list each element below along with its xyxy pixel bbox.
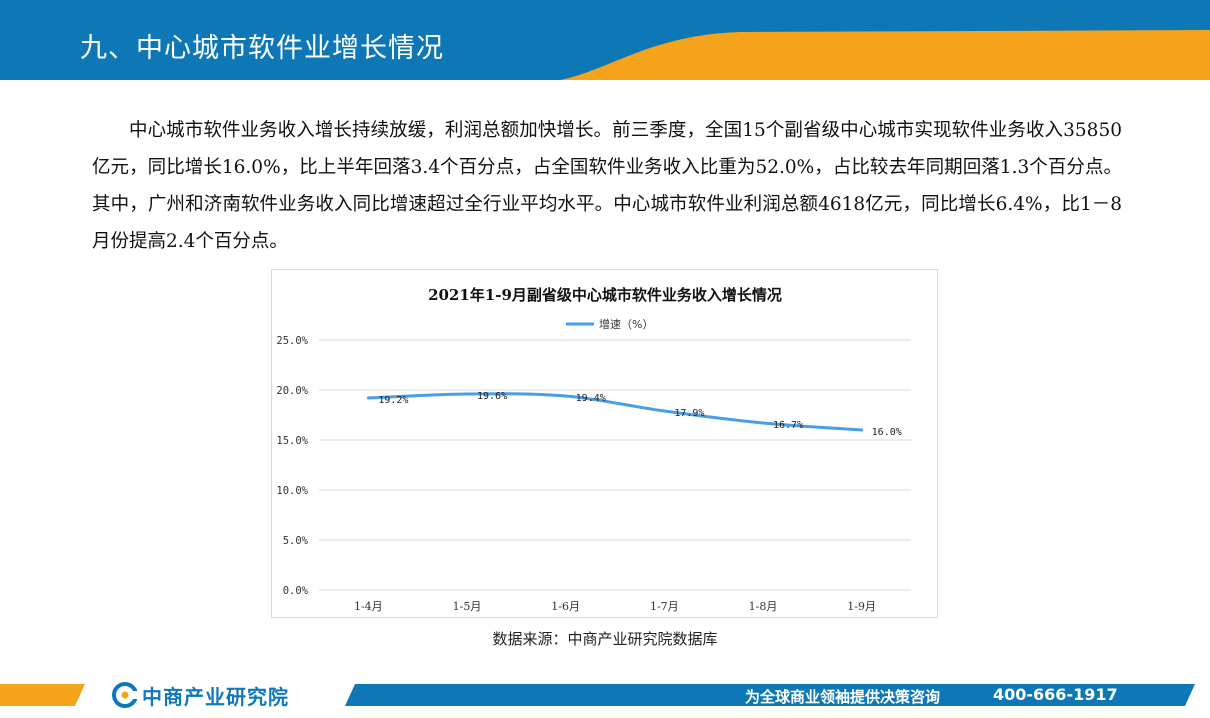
- chart-title: 2021年1-9月副省级中心城市软件业务收入增长情况: [428, 286, 782, 304]
- page-title: 九、中心城市软件业增长情况: [80, 33, 444, 64]
- data-label: 19.6%: [477, 391, 507, 402]
- data-label: 17.9%: [674, 408, 704, 419]
- logo-text: 中商产业研究院: [142, 684, 289, 709]
- y-tick-label: 15.0%: [276, 435, 308, 447]
- data-label: 19.4%: [576, 393, 606, 404]
- chart-frame: 2021年1-9月副省级中心城市软件业务收入增长情况 增速（%） 0.0% 5.0…: [271, 269, 938, 618]
- data-label: 16.0%: [872, 427, 902, 438]
- x-axis-ticks: 1-4月 1-5月 1-6月 1-7月 1-8月 1-9月: [354, 600, 876, 613]
- legend-label: 增速（%）: [599, 317, 653, 331]
- data-labels: 19.2% 19.6% 19.4% 17.9% 16.7% 16.0%: [378, 391, 901, 438]
- y-tick-label: 5.0%: [283, 535, 309, 547]
- chart-legend: 增速（%）: [566, 317, 653, 331]
- header-banner: [0, 0, 1210, 80]
- x-tick-label: 1-6月: [551, 600, 580, 613]
- series-group: [366, 392, 864, 432]
- x-tick-label: 1-5月: [453, 600, 482, 613]
- data-label: 16.7%: [773, 420, 803, 431]
- x-tick-label: 1-4月: [354, 600, 383, 613]
- x-tick-label: 1-9月: [847, 600, 876, 613]
- y-tick-label: 25.0%: [276, 335, 308, 347]
- logo-mark-icon: [112, 682, 138, 708]
- footer-bar: [0, 678, 1210, 718]
- line-chart: 2021年1-9月副省级中心城市软件业务收入增长情况 增速（%） 0.0% 5.0…: [276, 286, 911, 613]
- data-source-note: 数据来源：中商产业研究院数据库: [492, 630, 718, 648]
- company-logo: 中商产业研究院: [112, 682, 289, 709]
- y-tick-label: 0.0%: [283, 585, 309, 597]
- footer-phone: 400-666-1917: [993, 685, 1118, 704]
- data-label: 19.2%: [378, 395, 408, 406]
- x-tick-label: 1-8月: [749, 600, 778, 613]
- header-background: [0, 0, 1210, 80]
- y-tick-label: 20.0%: [276, 385, 308, 397]
- footer-background: [0, 684, 1195, 706]
- footer-slogan: 为全球商业领袖提供决策咨询: [745, 688, 941, 706]
- series-line-growth-rate: [366, 392, 864, 432]
- y-tick-label: 10.0%: [276, 485, 308, 497]
- x-tick-label: 1-7月: [650, 600, 679, 613]
- gridlines: [319, 339, 911, 591]
- y-axis-ticks: 0.0% 5.0% 10.0% 15.0% 20.0% 25.0%: [276, 335, 308, 597]
- body-paragraph: 中心城市软件业务收入增长持续放缓，利润总额加快增长。前三季度，全国15个副省级中…: [92, 120, 1122, 252]
